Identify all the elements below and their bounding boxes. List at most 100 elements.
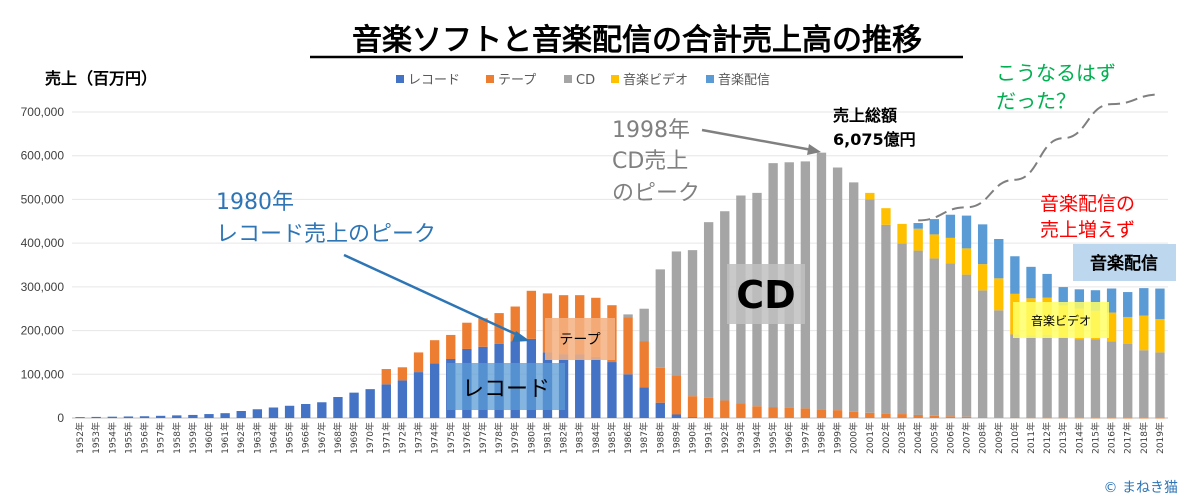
x-tick-label: 1981年 bbox=[541, 422, 553, 454]
bar-segment bbox=[977, 290, 988, 418]
x-tick-label: 1974年 bbox=[429, 422, 441, 454]
x-tick-label: 1957年 bbox=[155, 422, 167, 454]
peak-total-label-line1: 売上総額 bbox=[833, 106, 897, 125]
bar-segment bbox=[994, 310, 1004, 418]
bar-segment bbox=[607, 362, 617, 418]
bar-segment bbox=[284, 405, 295, 418]
projection-dashed-line bbox=[918, 93, 1160, 222]
bar-segment bbox=[591, 356, 601, 418]
bar-segment bbox=[639, 387, 649, 418]
record-label-box bbox=[447, 363, 565, 410]
bar-segment bbox=[994, 278, 1004, 311]
bar-segment bbox=[575, 354, 585, 418]
bar-segment bbox=[75, 417, 85, 418]
bar-segment bbox=[913, 250, 923, 415]
bar-segment bbox=[494, 313, 504, 344]
cd-peak-label-line1: 1998年 bbox=[612, 118, 690, 143]
bar-segment bbox=[623, 317, 633, 375]
bar-segment bbox=[623, 314, 633, 318]
tape-label-box bbox=[545, 318, 615, 360]
bar-segment bbox=[897, 223, 907, 244]
bar-segment bbox=[1155, 288, 1165, 320]
credit: © まねき猫 bbox=[1104, 480, 1178, 496]
digital-note-line1: 音楽配信の bbox=[1040, 193, 1135, 215]
x-tick-label: 2015年 bbox=[1089, 422, 1101, 454]
x-tick-label: 1985年 bbox=[606, 422, 618, 454]
cd-peak-arrowhead bbox=[807, 144, 821, 155]
bar-segment bbox=[945, 416, 956, 418]
bar-segment bbox=[1074, 417, 1085, 419]
x-tick-label: 1978年 bbox=[493, 422, 505, 454]
cd-peak-label-line2: CD売上 bbox=[612, 149, 688, 174]
legend-label-tape: テープ bbox=[498, 73, 536, 88]
bar-segment bbox=[945, 263, 956, 417]
bar-segment bbox=[1139, 288, 1149, 316]
x-tick-label: 2007年 bbox=[961, 422, 973, 454]
y-tick-label: 700,000 bbox=[21, 105, 65, 119]
bar-segment bbox=[510, 306, 520, 342]
x-tick-label: 1953年 bbox=[90, 422, 102, 454]
bar-segment bbox=[752, 406, 762, 418]
x-tick-label: 1960年 bbox=[203, 422, 215, 454]
bar-segment bbox=[961, 416, 972, 418]
bar-segment bbox=[816, 409, 827, 418]
x-tick-label: 2017年 bbox=[1122, 422, 1134, 454]
cd-peak-label-line3: のピーク bbox=[612, 181, 700, 206]
bar-segment bbox=[139, 416, 150, 418]
x-tick-label: 1989年 bbox=[670, 422, 682, 454]
chart-title: 音楽ソフトと音楽配信の合計売上高の推移 bbox=[352, 23, 922, 58]
x-tick-label: 1980年 bbox=[525, 422, 537, 454]
bar-segment bbox=[1042, 273, 1052, 298]
bar-segment bbox=[913, 228, 923, 251]
x-tick-label: 1963年 bbox=[251, 422, 263, 454]
x-tick-label: 1964年 bbox=[267, 422, 279, 454]
x-tick-label: 1965年 bbox=[284, 422, 296, 454]
x-tick-label: 2000年 bbox=[848, 422, 860, 454]
bar-segment bbox=[800, 408, 811, 418]
y-axis-ticks: 0 100,000 200,000 300,000 400,000 500,000 600,… bbox=[21, 105, 65, 425]
bar-segment bbox=[736, 403, 746, 418]
bar-segment bbox=[703, 397, 714, 418]
x-tick-label: 1983年 bbox=[574, 422, 586, 454]
bar-segment bbox=[1026, 266, 1036, 299]
bar-segment bbox=[1010, 256, 1020, 294]
bar-segment bbox=[413, 352, 424, 373]
x-tick-label: 1954年 bbox=[106, 422, 118, 454]
bar-segment bbox=[1123, 417, 1133, 419]
bar-segment bbox=[961, 248, 972, 275]
x-tick-label: 2005年 bbox=[928, 422, 940, 454]
bar-segment bbox=[1123, 343, 1133, 418]
x-tick-label: 1976年 bbox=[461, 422, 473, 454]
y-tick-label: 0 bbox=[57, 411, 64, 425]
bar-segment bbox=[832, 410, 843, 418]
cd-label: CD bbox=[736, 273, 795, 317]
x-tick-label: 1995年 bbox=[767, 422, 779, 454]
x-tick-label: 2004年 bbox=[912, 422, 924, 454]
legend-swatch-cd bbox=[564, 75, 572, 83]
bar-segment bbox=[333, 397, 343, 418]
x-tick-label: 2019年 bbox=[1154, 422, 1166, 454]
bar-segment bbox=[1139, 315, 1149, 351]
bar-segment bbox=[268, 407, 279, 418]
bar-segment bbox=[671, 375, 682, 415]
x-tick-label: 1982年 bbox=[558, 422, 570, 454]
x-tick-label: 2011年 bbox=[1025, 422, 1037, 454]
x-tick-label: 2018年 bbox=[1138, 422, 1150, 454]
bar-segment bbox=[252, 409, 263, 418]
bar-segment bbox=[703, 222, 714, 398]
bar-segment bbox=[429, 363, 440, 418]
x-tick-label: 1984年 bbox=[590, 422, 602, 454]
x-tick-label: 2010年 bbox=[1009, 422, 1021, 454]
bar-segment bbox=[236, 411, 246, 418]
record-peak-label-line2: レコード売上のピーク bbox=[216, 222, 436, 247]
bar-segment bbox=[1058, 417, 1068, 419]
bar-segment bbox=[1026, 417, 1036, 419]
x-tick-label: 1988年 bbox=[654, 422, 666, 454]
record-peak-label-line1: 1980年 bbox=[216, 190, 294, 215]
legend-swatch-digital bbox=[706, 75, 714, 83]
x-tick-label: 2014年 bbox=[1073, 422, 1085, 454]
bar-segment bbox=[687, 417, 698, 418]
bar-segment bbox=[1106, 288, 1117, 313]
overlay-labels: レコード テープ CD 音楽ビデオ 音楽配信 bbox=[447, 244, 1176, 410]
bar-segment bbox=[188, 414, 198, 418]
